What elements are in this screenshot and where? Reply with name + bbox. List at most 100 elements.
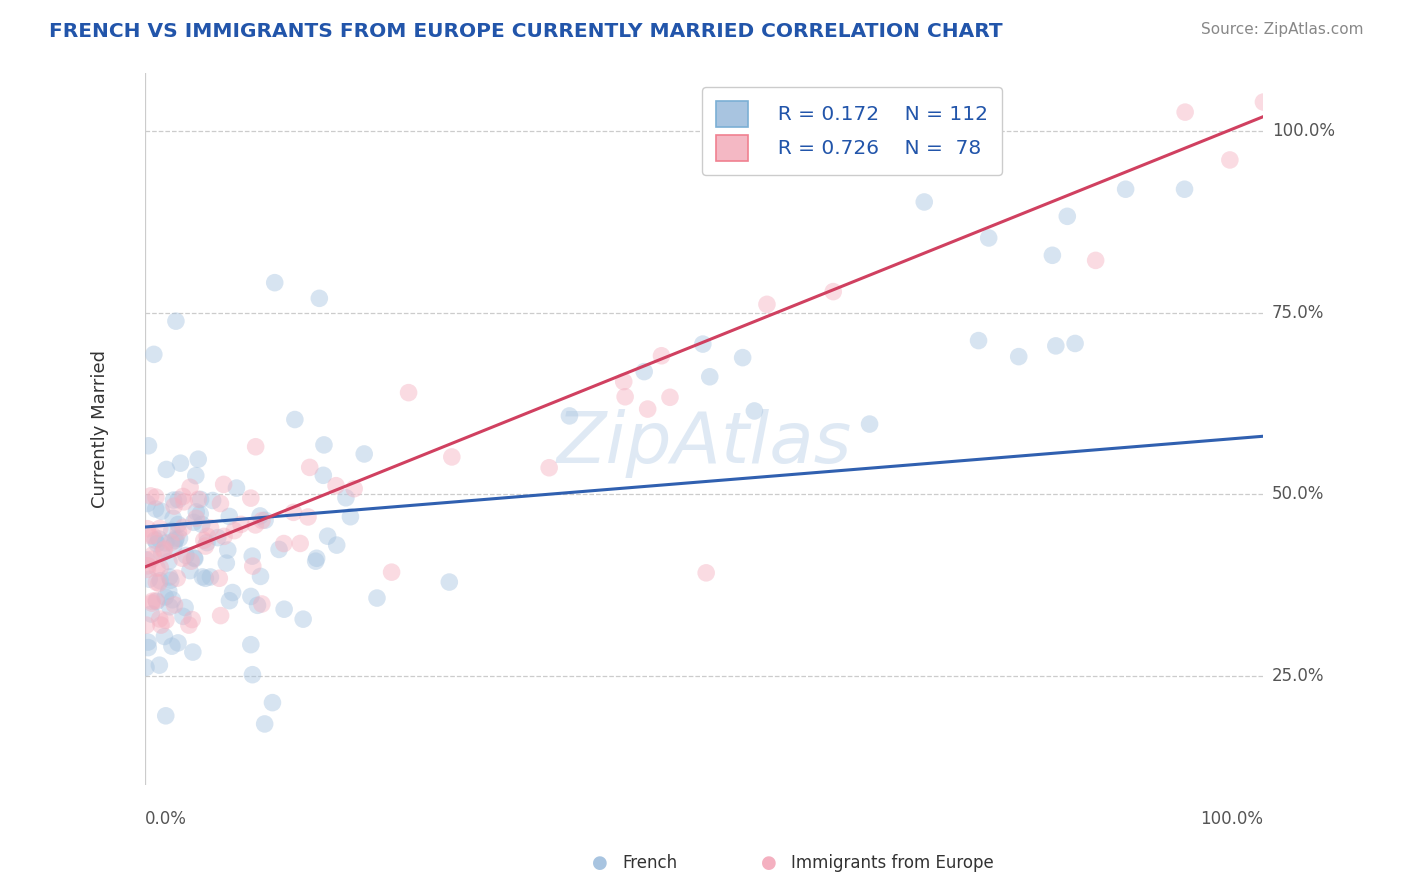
- Point: [172, 609, 194, 624]
- Point: [142, 347, 165, 361]
- Text: ●: ●: [592, 855, 607, 872]
- Point: [149, 612, 172, 626]
- Point: [308, 291, 330, 305]
- Point: [218, 593, 240, 607]
- Point: [613, 375, 636, 389]
- Text: ●: ●: [761, 855, 776, 872]
- Point: [155, 708, 177, 723]
- Point: [273, 602, 295, 616]
- Point: [165, 532, 187, 546]
- Text: FRENCH VS IMMIGRANTS FROM EUROPE CURRENTLY MARRIED CORRELATION CHART: FRENCH VS IMMIGRANTS FROM EUROPE CURRENT…: [49, 22, 1002, 41]
- Point: [200, 570, 222, 584]
- Point: [141, 607, 163, 621]
- Point: [218, 509, 240, 524]
- Text: ZipAtlas: ZipAtlas: [557, 409, 852, 478]
- Point: [695, 566, 717, 580]
- Point: [155, 462, 177, 476]
- Point: [143, 533, 166, 547]
- Text: Currently Married: Currently Married: [91, 350, 110, 508]
- Point: [325, 538, 347, 552]
- Point: [148, 532, 170, 546]
- Point: [253, 717, 276, 731]
- Point: [135, 553, 157, 567]
- Point: [190, 492, 212, 507]
- Point: [263, 276, 285, 290]
- Point: [172, 520, 194, 534]
- Point: [148, 658, 170, 673]
- Point: [160, 535, 183, 549]
- Point: [225, 481, 247, 495]
- Point: [183, 516, 205, 530]
- Point: [823, 285, 845, 299]
- Point: [283, 505, 305, 519]
- Point: [692, 337, 714, 351]
- Point: [187, 452, 209, 467]
- Point: [659, 390, 682, 404]
- Point: [139, 489, 162, 503]
- Point: [1173, 182, 1195, 196]
- Point: [212, 529, 235, 543]
- Point: [187, 492, 209, 507]
- Point: [163, 538, 186, 552]
- Point: [150, 546, 173, 560]
- Point: [157, 554, 180, 568]
- Point: [136, 635, 159, 649]
- Point: [141, 594, 163, 608]
- Point: [246, 599, 269, 613]
- Point: [149, 574, 172, 588]
- Point: [162, 592, 184, 607]
- Point: [249, 508, 271, 523]
- Point: [1008, 350, 1031, 364]
- Point: [1040, 248, 1063, 262]
- Point: [312, 438, 335, 452]
- Point: [145, 490, 167, 504]
- Point: [191, 570, 214, 584]
- Point: [343, 482, 366, 496]
- Point: [174, 549, 197, 563]
- Point: [439, 575, 461, 590]
- Point: [221, 585, 243, 599]
- Point: [142, 548, 165, 562]
- Point: [290, 536, 312, 550]
- Point: [305, 551, 328, 566]
- Point: [153, 630, 176, 644]
- Point: [146, 561, 169, 575]
- Point: [167, 636, 190, 650]
- Legend:   R = 0.172    N = 112,   R = 0.726    N =  78: R = 0.172 N = 112, R = 0.726 N = 78: [702, 87, 1001, 175]
- Point: [145, 594, 167, 608]
- Point: [1056, 210, 1078, 224]
- Point: [136, 522, 159, 536]
- Point: [249, 569, 271, 583]
- Point: [316, 529, 339, 543]
- Point: [150, 504, 173, 518]
- Point: [209, 608, 232, 623]
- Point: [366, 591, 388, 605]
- Point: [297, 510, 319, 524]
- Point: [1045, 339, 1067, 353]
- Point: [136, 562, 159, 576]
- Point: [239, 590, 262, 604]
- Point: [186, 511, 208, 525]
- Text: Source: ZipAtlas.com: Source: ZipAtlas.com: [1201, 22, 1364, 37]
- Point: [440, 450, 463, 464]
- Point: [162, 493, 184, 508]
- Point: [136, 497, 159, 511]
- Point: [138, 439, 160, 453]
- Point: [145, 593, 167, 607]
- Point: [273, 536, 295, 550]
- Point: [312, 468, 335, 483]
- Point: [339, 509, 361, 524]
- Point: [209, 497, 232, 511]
- Point: [262, 696, 284, 710]
- Text: 0.0%: 0.0%: [145, 810, 187, 828]
- Point: [191, 517, 214, 532]
- Point: [744, 404, 766, 418]
- Point: [292, 612, 315, 626]
- Point: [650, 349, 672, 363]
- Point: [558, 409, 581, 423]
- Point: [157, 584, 180, 599]
- Text: Immigrants from Europe: Immigrants from Europe: [790, 855, 994, 872]
- Point: [167, 524, 190, 539]
- Point: [145, 502, 167, 516]
- Point: [240, 549, 263, 563]
